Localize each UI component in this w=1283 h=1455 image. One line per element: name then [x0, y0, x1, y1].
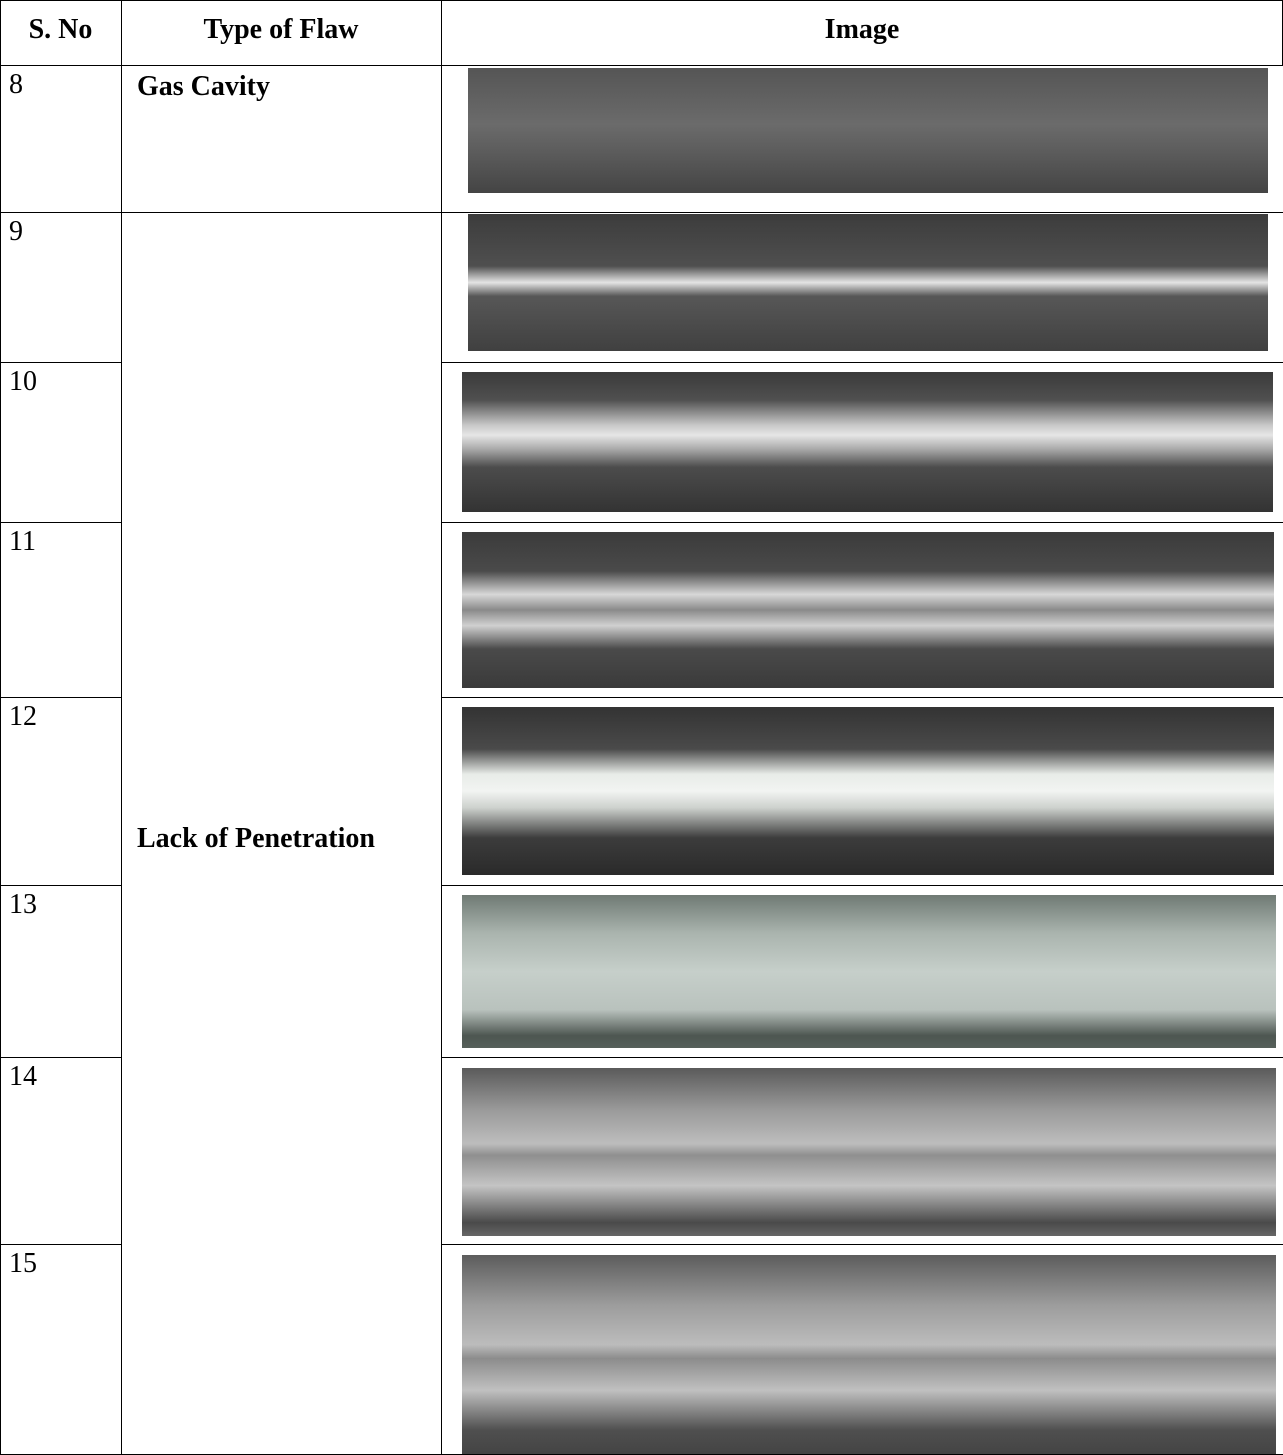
table-border	[441, 885, 1283, 886]
serial-number: 8	[9, 69, 23, 101]
table-border	[441, 697, 1283, 698]
serial-number: 14	[9, 1061, 37, 1093]
column-header: S. No	[0, 14, 121, 46]
radiograph-image	[462, 895, 1276, 1048]
radiograph-image	[462, 1255, 1276, 1454]
table-border	[0, 0, 1283, 1]
table-border	[0, 885, 121, 886]
radiograph-image	[462, 707, 1274, 875]
serial-number: 9	[9, 216, 23, 248]
serial-number: 12	[9, 701, 37, 733]
table-border	[0, 1244, 121, 1245]
serial-number: 13	[9, 889, 37, 921]
table-border	[0, 65, 1283, 66]
table-border	[441, 1244, 1283, 1245]
table-border	[441, 0, 442, 1454]
column-header: Image	[441, 14, 1283, 46]
column-header: Type of Flaw	[121, 14, 441, 46]
table-border	[0, 0, 1, 1454]
flaw-type: Gas Cavity	[137, 71, 437, 103]
radiograph-image	[462, 532, 1274, 688]
table-border	[441, 522, 1283, 523]
page: S. NoType of FlawImageGas Cavity 8 Lack of…	[0, 0, 1283, 1454]
table-border	[0, 697, 121, 698]
flaw-type: Lack of Penetration	[137, 823, 437, 855]
radiograph-image	[462, 372, 1273, 512]
table-border	[441, 362, 1283, 363]
table-border	[121, 212, 441, 213]
table-border	[0, 1057, 121, 1058]
table-border	[121, 0, 122, 1454]
table-border	[0, 522, 121, 523]
table-border	[0, 362, 121, 363]
radiograph-image	[468, 214, 1268, 351]
serial-number: 15	[9, 1248, 37, 1280]
serial-number: 11	[9, 526, 36, 558]
serial-number: 10	[9, 366, 37, 398]
table-border	[441, 212, 1283, 213]
radiograph-image	[462, 1068, 1276, 1236]
radiograph-image	[468, 68, 1268, 193]
table-border	[0, 212, 121, 213]
table-border	[441, 1057, 1283, 1058]
